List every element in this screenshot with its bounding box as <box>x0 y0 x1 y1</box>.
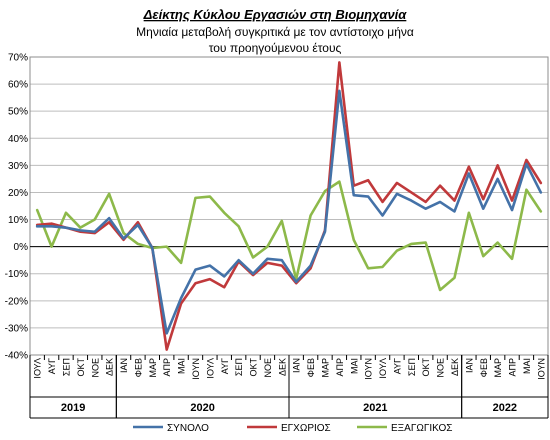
x-tick-label: ΑΠΡ <box>335 358 345 377</box>
x-axis: ΙΟΥΛ ΑΥΓ ΣΕΠ ΟΚΤ ΝΟΕ ΔΕΚ ΙΑΝ ΦΕΒ ΜΑΡ ΑΠΡ ΜΑΙ ΙΟΥΝ ΙΟ… <box>29 355 549 419</box>
x-tick-label: ΑΥΓ <box>47 358 57 374</box>
x-tick-label: ΝΟΕ <box>436 358 446 378</box>
x-tick-label: ΟΚΤ <box>249 358 259 377</box>
x-tick-label: ΦΕΒ <box>133 358 143 377</box>
y-tick-label: 50% <box>8 107 28 118</box>
x-tick-label: ΑΥΓ <box>392 358 402 374</box>
x-tick-label: ΙΑΝ <box>119 358 129 373</box>
chart-subtitle-line-1: Μηνιαία μεταβολή συγκριτικά με τον αντίσ… <box>136 25 414 39</box>
x-tick-label: ΜΑΡ <box>148 358 158 378</box>
x-tick-label: ΙΟΥΝ <box>536 358 546 380</box>
series-line-1 <box>35 89 543 335</box>
legend-label: ΕΞΑΓΩΓΙΚΟΣ <box>391 423 452 434</box>
y-tick-label: -20% <box>5 296 28 307</box>
x-tick-label: ΣΕΠ <box>234 358 244 376</box>
y-tick-label: 70% <box>8 53 28 64</box>
x-tick-label: ΣΕΠ <box>61 358 71 376</box>
x-tick-label: ΙΑΝ <box>292 358 302 373</box>
x-tick-label: ΜΑΙ <box>349 358 359 374</box>
x-tick-label: ΔΕΚ <box>277 358 287 376</box>
legend-label: ΕΓΧΩΡΙΟΣ <box>281 423 331 434</box>
y-tick-label: 40% <box>8 134 28 145</box>
x-tick-label: ΙΟΥΛ <box>378 358 388 379</box>
series-line-3 <box>35 180 543 292</box>
x-tick-label: ΝΟΕ <box>90 358 100 378</box>
x-tick-label: ΟΚΤ <box>421 358 431 377</box>
x-tick-label: ΜΑΙ <box>522 358 532 374</box>
x-tick-label: ΙΟΥΛ <box>33 358 43 379</box>
y-tick-label: 0% <box>14 242 29 253</box>
x-tick-label: ΟΚΤ <box>76 358 86 377</box>
x-tick-label: ΦΕΒ <box>306 358 316 377</box>
legend: ΣΥΝΟΛΟ ΕΓΧΩΡΙΟΣ ΕΞΑΓΩΓΙΚΟΣ <box>133 423 452 434</box>
year-label: 2022 <box>493 402 517 414</box>
x-tick-label: ΑΠΡ <box>508 358 518 377</box>
x-tick-label: ΙΟΥΛ <box>205 358 215 379</box>
x-tick-label: ΜΑΙ <box>177 358 187 374</box>
x-tick-label: ΜΑΡ <box>320 358 330 378</box>
y-tick-label: 60% <box>8 80 28 91</box>
y-tick-label: -10% <box>5 269 28 280</box>
plot-area <box>29 56 549 356</box>
y-tick-label: -40% <box>5 351 28 362</box>
x-tick-label: ΣΕΠ <box>407 358 417 376</box>
y-tick-label: -30% <box>5 323 28 334</box>
x-tick-label: ΑΥΓ <box>220 358 230 374</box>
x-tick-label: ΙΟΥΝ <box>364 358 374 380</box>
x-tick-label: ΑΠΡ <box>162 358 172 377</box>
year-label: 2019 <box>61 402 85 414</box>
x-tick-label: ΝΟΕ <box>263 358 273 378</box>
y-tick-label: 20% <box>8 188 28 199</box>
x-tick-label: ΦΕΒ <box>479 358 489 377</box>
chart-subtitle-line-2: του προηγούμενου έτους <box>209 41 342 55</box>
y-axis: -40% -30% -20% -10% 0% 10% 20% 30% 40% 50% 60% 70% <box>5 53 28 362</box>
x-tick-label: ΜΑΡ <box>493 358 503 378</box>
year-label: 2021 <box>363 402 387 414</box>
x-tick-label: ΔΕΚ <box>450 358 460 376</box>
y-tick-label: 10% <box>8 215 28 226</box>
x-tick-label: ΙΑΝ <box>464 358 474 373</box>
x-tick-label: ΔΕΚ <box>105 358 115 376</box>
legend-label: ΣΥΝΟΛΟ <box>167 423 209 434</box>
y-tick-label: 30% <box>8 161 28 172</box>
plot-border <box>29 56 549 356</box>
x-tick-label: ΙΟΥΝ <box>191 358 201 380</box>
chart-title: Δείκτης Κύκλου Εργασιών στη Βιομηχανία <box>143 7 408 22</box>
year-label: 2020 <box>190 402 214 414</box>
series-layer <box>35 61 543 351</box>
